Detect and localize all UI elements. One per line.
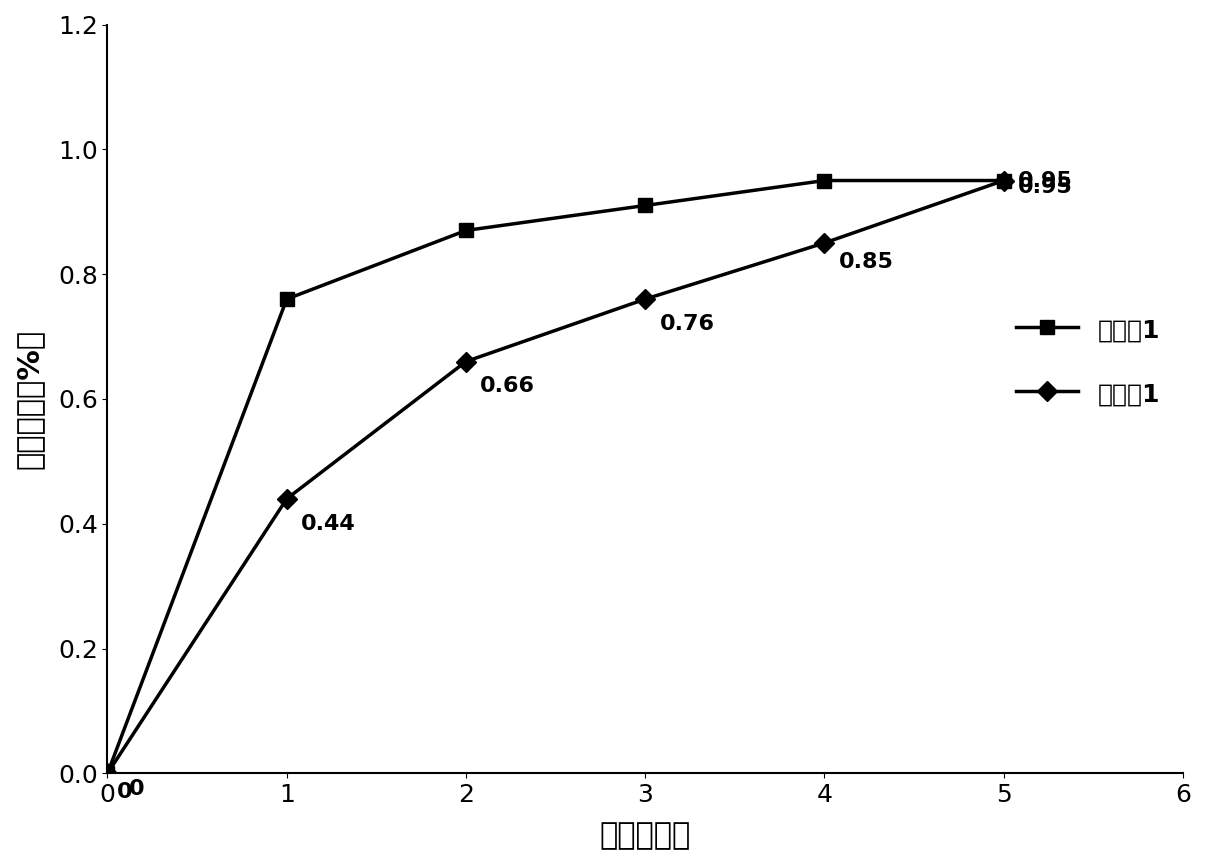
Text: 0: 0 — [117, 782, 133, 802]
Text: 0.76: 0.76 — [660, 314, 715, 334]
Text: 0.95: 0.95 — [1018, 176, 1073, 196]
对比例1 — [996, 176, 1011, 186]
实施例1 — [458, 356, 473, 367]
Line: 对比例1: 对比例1 — [100, 174, 1011, 780]
Y-axis label: 累积释放（%）: 累积释放（%） — [14, 329, 43, 469]
对比例1 — [638, 201, 652, 211]
Text: 0.85: 0.85 — [839, 252, 894, 272]
对比例1 — [818, 176, 832, 186]
对比例1 — [458, 225, 473, 235]
Text: 0.95: 0.95 — [1018, 170, 1073, 190]
Line: 实施例1: 实施例1 — [100, 174, 1011, 780]
实施例1 — [280, 494, 294, 504]
X-axis label: 时间（天）: 时间（天） — [599, 821, 691, 850]
Legend: 对比例1, 实施例1: 对比例1, 实施例1 — [1006, 306, 1171, 417]
对比例1 — [100, 768, 115, 778]
实施例1 — [638, 294, 652, 304]
Text: 0: 0 — [129, 779, 145, 799]
实施例1 — [100, 768, 115, 778]
Text: 0.66: 0.66 — [480, 376, 535, 396]
Text: 0.44: 0.44 — [302, 514, 356, 534]
实施例1 — [996, 176, 1011, 186]
对比例1 — [280, 294, 294, 304]
实施例1 — [818, 238, 832, 248]
